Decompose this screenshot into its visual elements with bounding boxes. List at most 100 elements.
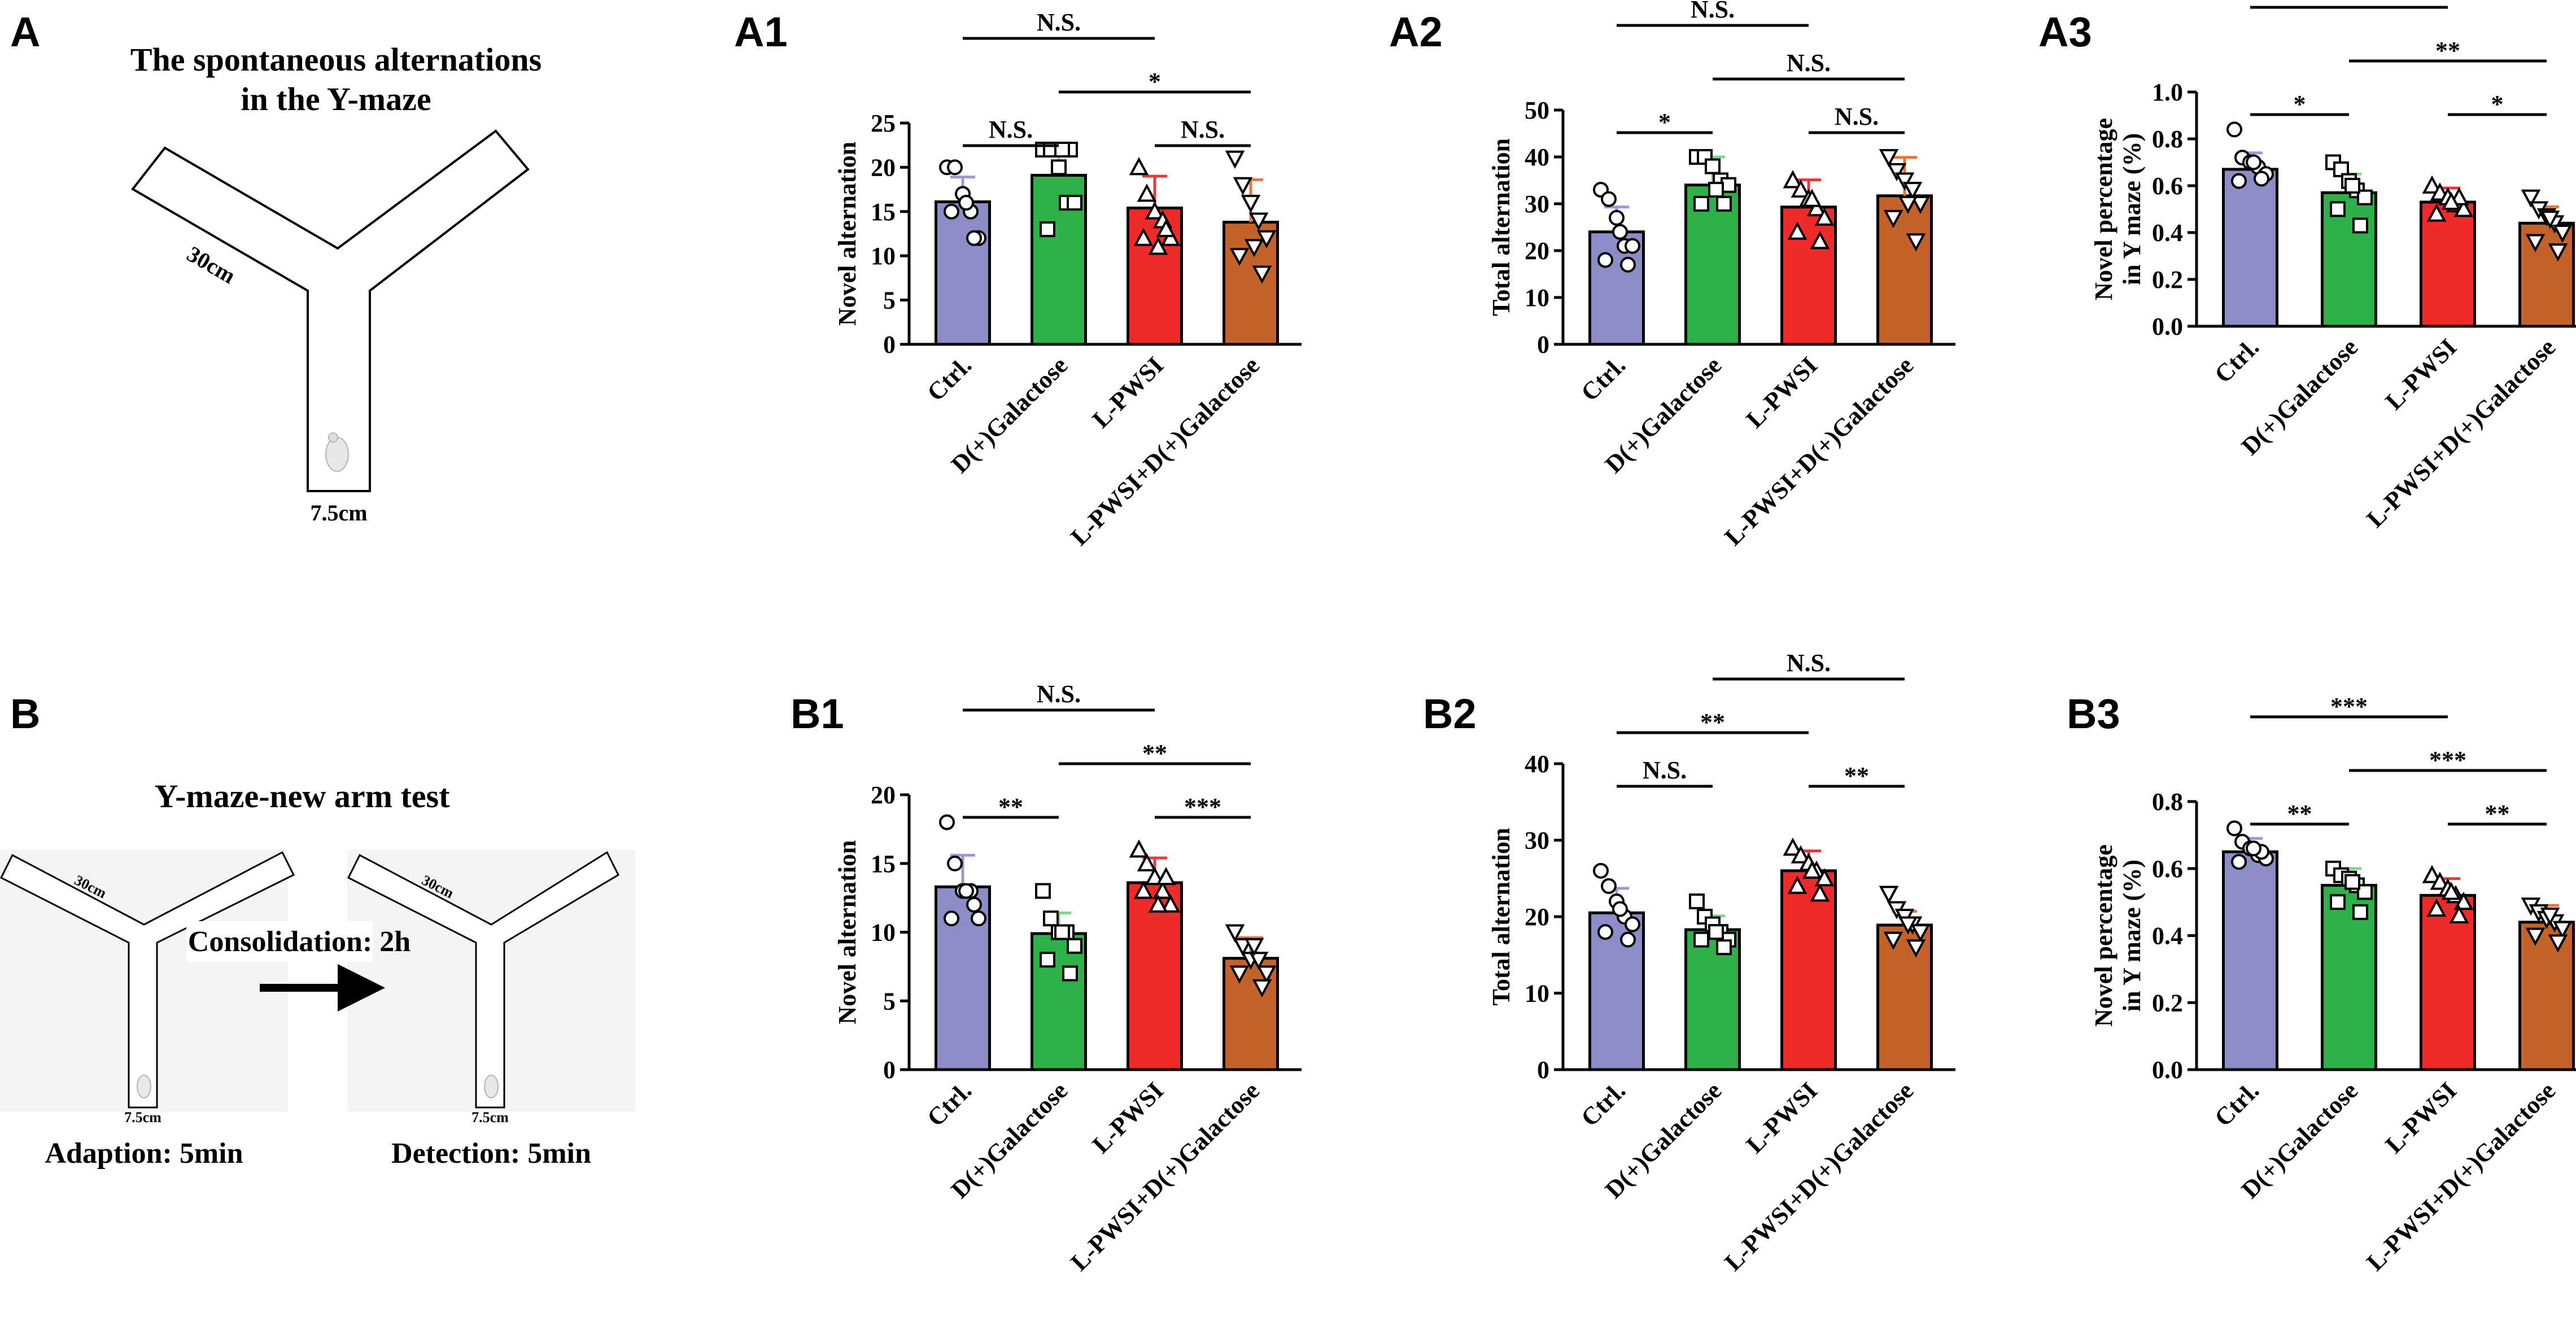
b1-point-2-7 [1148, 894, 1168, 913]
a2-point-2-1 [1791, 179, 1811, 198]
illustration-a-title-line1: The spontaneous alternations [130, 41, 542, 78]
b1-ylabel: Novel alternation [833, 840, 861, 1024]
a2-ytick-label-5: 50 [1525, 97, 1549, 124]
b3-ytick-label-3: 0.6 [2152, 855, 2183, 883]
a1-point-3-2 [1241, 195, 1261, 213]
a1-sig-label-0: N.S. [1037, 8, 1081, 36]
a1-point-3-5 [1229, 248, 1250, 266]
b1-point-0-1 [947, 855, 963, 872]
illustration-b-title: Y-maze-new arm test [155, 778, 451, 815]
caption-detection: Detection: 5min [391, 1137, 591, 1170]
b2-ytick-label-2: 20 [1525, 903, 1549, 931]
a2-ytick-label-1: 10 [1525, 284, 1549, 312]
b2-bar-2 [1780, 869, 1837, 1071]
b1-sig-label-3: *** [1184, 793, 1221, 821]
a1-point-2-7 [1148, 237, 1168, 255]
a2-point-0-5 [1597, 252, 1613, 268]
a3-ytick-label-2: 0.4 [2152, 219, 2183, 247]
b3-point-3-6 [2548, 934, 2568, 953]
illustration-a: The spontaneous alternations in the Y-ma… [130, 41, 542, 526]
b3-bar-0 [2222, 850, 2278, 1071]
b1-ytick-label-0: 0 [883, 1056, 896, 1084]
a1-sig-label-2: N.S. [989, 116, 1033, 143]
b1-point-2-0 [1129, 839, 1149, 858]
b2-category-label-0: Ctrl. [1575, 1076, 1631, 1132]
a2-bar-2 [1780, 205, 1837, 346]
a2-bar-3 [1876, 194, 1933, 346]
a3-point-0-0 [2226, 121, 2242, 138]
a1-category-label-3: L-PWSI+D(+)Galactose [1066, 351, 1265, 551]
panel-label-b1: B1 [791, 690, 844, 737]
a3-point-3-7 [2540, 211, 2560, 229]
a1-point-1-2 [1051, 159, 1067, 176]
a1-sig-label-3: N.S. [1181, 116, 1225, 143]
panel-label-a2: A2 [1389, 8, 1443, 55]
y-maze-shape-b-left [0, 851, 295, 1109]
b3-bar-2 [2420, 894, 2476, 1071]
chart-a3: 0.0 0.2 0.4 0.6 0.8 1.0 Novel percentage in Y m… [2090, 0, 2576, 533]
arm-width-label-b-right: 7.5cm [471, 1109, 509, 1126]
b1-point-3-6 [1252, 979, 1272, 998]
a3-point-2-0 [2422, 175, 2442, 194]
b2-sig-label-3: ** [1844, 762, 1869, 790]
b2-point-0-4 [1625, 916, 1640, 932]
b1-ytick-label-1: 5 [883, 987, 896, 1015]
b3-bar-3 [2518, 921, 2575, 1071]
chart-b3: 0.0 0.2 0.4 0.6 0.8 Novel percentage in Y maze… [2090, 693, 2576, 1276]
b1-ytick-label-4: 20 [871, 781, 896, 809]
a3-bar-2 [2420, 200, 2476, 328]
arm-width-label-b-left: 7.5cm [124, 1109, 161, 1126]
b3-ytick-label-1: 0.2 [2152, 989, 2183, 1017]
a1-point-2-2 [1145, 201, 1165, 220]
a3-point-3-4 [2552, 225, 2573, 243]
a2-point-0-2 [1609, 209, 1625, 226]
b1-category-label-2: L-PWSI [1087, 1076, 1169, 1158]
b3-ylabel-line1: Novel percentage [2090, 844, 2117, 1027]
a3-point-3-0 [2521, 189, 2541, 208]
a2-category-label-2: L-PWSI [1741, 351, 1823, 433]
b1-point-1-7 [1054, 924, 1070, 940]
b3-point-0-0 [2226, 820, 2242, 837]
b3-point-1-6 [2352, 904, 2368, 920]
b3-ylabel-line2: in Y maze (%) [2118, 860, 2146, 1012]
b1-point-2-1 [1137, 853, 1157, 872]
a3-ylabel-line1: Novel percentage [2090, 118, 2117, 300]
b2-sig-label-1: ** [1700, 708, 1725, 736]
b1-ytick-label-3: 15 [871, 850, 896, 878]
b1-point-0-6 [966, 896, 982, 913]
panel-label-b3: B3 [2067, 690, 2120, 737]
a1-point-3-1 [1233, 177, 1253, 195]
a3-sig-label-3: * [2491, 90, 2504, 118]
b1-category-label-3: L-PWSI+D(+)Galactose [1066, 1076, 1265, 1276]
b3-sig-label-3: ** [2485, 800, 2510, 827]
b3-category-label-0: Ctrl. [2209, 1076, 2264, 1132]
b3-point-2-0 [2422, 865, 2442, 883]
a1-point-2-0 [1129, 157, 1149, 176]
panel-label-a: A [10, 8, 40, 55]
a3-category-label-2: L-PWSI [2380, 333, 2462, 415]
a2-point-3-2 [1894, 172, 1915, 191]
b2-bar-3 [1876, 923, 1933, 1071]
a1-ytick-label-3: 15 [871, 198, 896, 226]
a3-ytick-label-3: 0.6 [2152, 172, 2183, 200]
b3-ytick-label-0: 0.0 [2152, 1056, 2183, 1084]
b1-point-1-1 [1043, 910, 1059, 927]
a2-point-3-4 [1910, 196, 1931, 214]
b2-point-2-7 [1802, 860, 1822, 879]
a3-ylabel-line2: in Y maze (%) [2118, 133, 2146, 285]
b1-point-2-6 [1156, 866, 1176, 886]
panel-label-b2: B2 [1423, 690, 1477, 737]
a2-sig-label-2: * [1658, 108, 1671, 136]
b2-point-3-0 [1879, 886, 1899, 904]
a2-point-2-7 [1802, 189, 1822, 207]
b2-category-label-3: L-PWSI+D(+)Galactose [1719, 1076, 1919, 1276]
a1-bar-0 [935, 200, 991, 346]
b3-sig-label-2: ** [2287, 800, 2312, 827]
a3-point-1-6 [2352, 217, 2368, 234]
b3-point-2-6 [2449, 905, 2469, 923]
a2-category-label-0: Ctrl. [1575, 351, 1631, 406]
a1-point-1-4 [1067, 195, 1082, 211]
a1-point-2-6 [1156, 218, 1176, 238]
b1-sig-label-0: N.S. [1037, 680, 1081, 708]
